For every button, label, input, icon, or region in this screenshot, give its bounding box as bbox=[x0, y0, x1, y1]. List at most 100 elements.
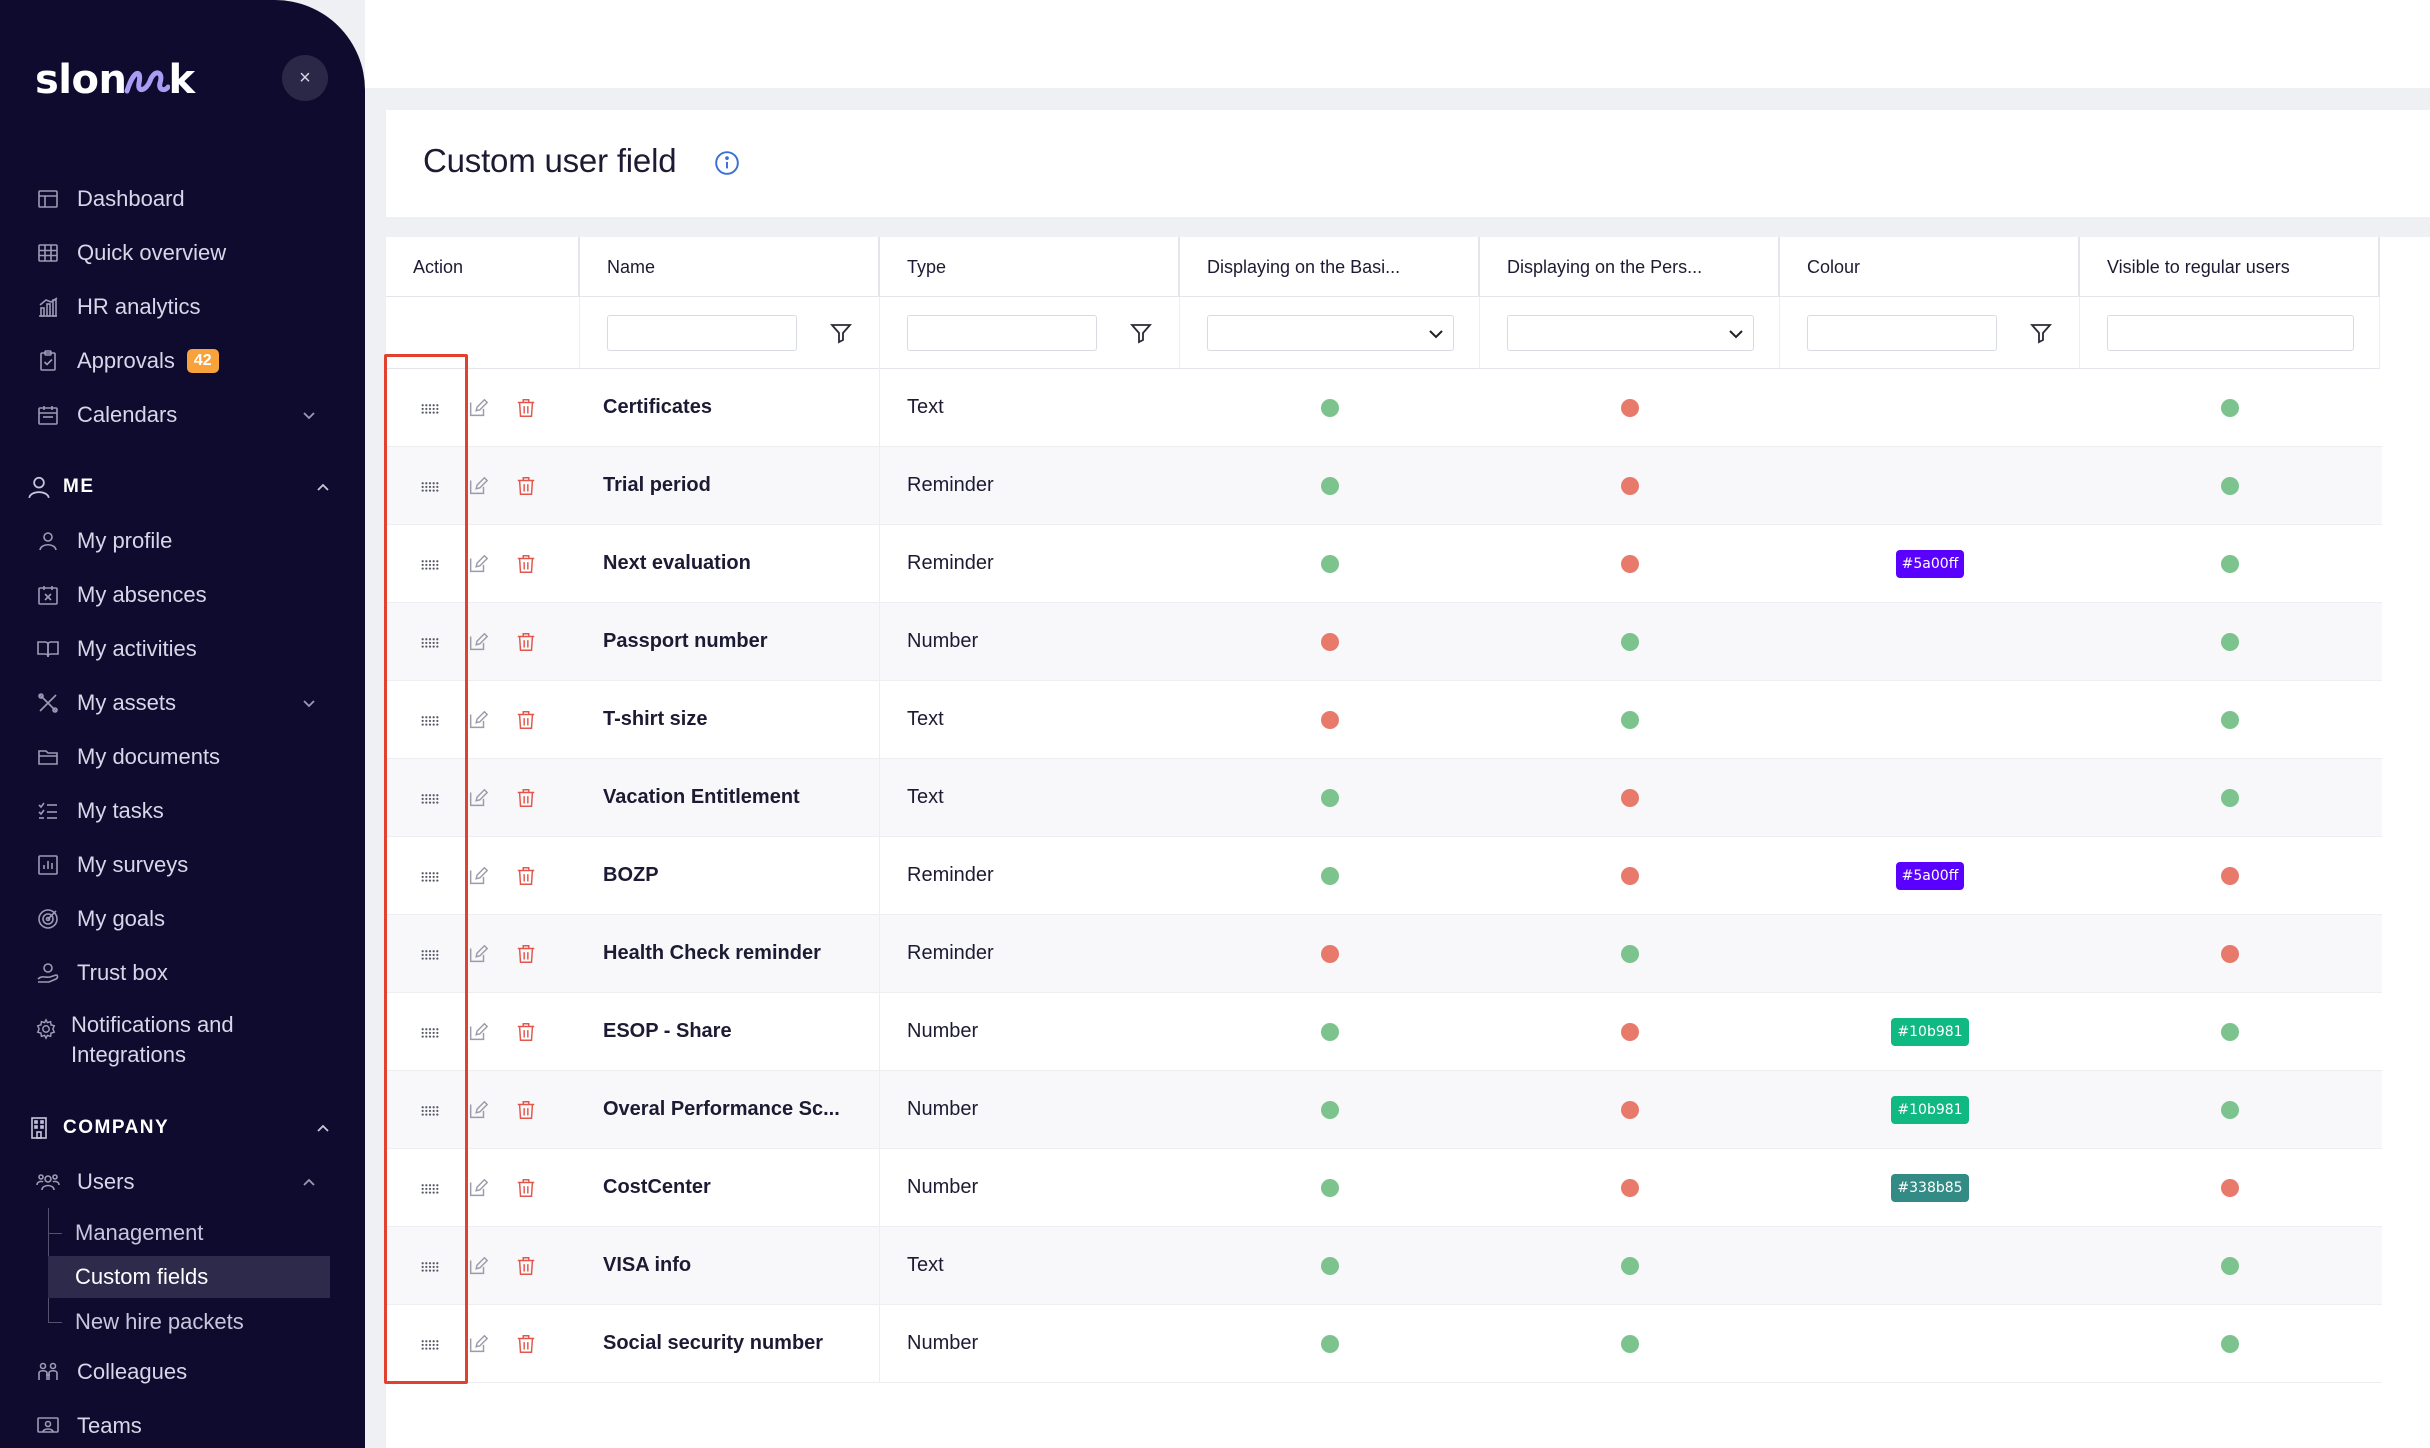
table-row[interactable]: Health Check reminder Reminder bbox=[386, 914, 2382, 993]
nav-approvals[interactable]: Approvals 42 bbox=[35, 341, 219, 381]
delete-icon[interactable] bbox=[514, 552, 538, 576]
close-sidebar-button[interactable]: × bbox=[282, 55, 328, 101]
edit-icon[interactable] bbox=[466, 708, 490, 732]
table-row[interactable]: Overal Performance Sc... Number #10b981 bbox=[386, 1070, 2382, 1149]
delete-icon[interactable] bbox=[514, 1254, 538, 1278]
section-company[interactable]: COMPANY bbox=[25, 1110, 169, 1146]
nav-my-tasks[interactable]: My tasks bbox=[35, 791, 164, 831]
edit-icon[interactable] bbox=[466, 1254, 490, 1278]
type-filter-input[interactable] bbox=[907, 315, 1097, 351]
table-row[interactable]: Passport number Number bbox=[386, 602, 2382, 681]
col-header-action[interactable]: Action bbox=[386, 237, 580, 297]
table-row[interactable]: Vacation Entitlement Text bbox=[386, 758, 2382, 837]
table-row[interactable]: Certificates Text bbox=[386, 368, 2382, 447]
nav-my-surveys[interactable]: My surveys bbox=[35, 845, 188, 885]
nav-notifications-integrations[interactable]: Notifications and Integrations bbox=[35, 1010, 234, 1080]
edit-icon[interactable] bbox=[466, 864, 490, 888]
nav-users[interactable]: Users bbox=[35, 1162, 134, 1202]
edit-icon[interactable] bbox=[466, 1332, 490, 1356]
col-header-basic[interactable]: Displaying on the Basi... bbox=[1180, 237, 1480, 297]
table-row[interactable]: BOZP Reminder #5a00ff bbox=[386, 836, 2382, 915]
table-row[interactable]: VISA info Text bbox=[386, 1226, 2382, 1305]
logo[interactable]: slon k bbox=[35, 52, 195, 108]
col-header-colour[interactable]: Colour bbox=[1780, 237, 2080, 297]
users-chevron-up-icon[interactable] bbox=[300, 1173, 318, 1191]
nav-hr-analytics[interactable]: HR analytics bbox=[35, 287, 200, 327]
delete-icon[interactable] bbox=[514, 630, 538, 654]
edit-icon[interactable] bbox=[466, 1098, 490, 1122]
section-me[interactable]: ME bbox=[25, 469, 95, 505]
table-row[interactable]: Social security number Number bbox=[386, 1304, 2382, 1383]
edit-icon[interactable] bbox=[466, 552, 490, 576]
drag-handle-icon[interactable] bbox=[418, 1176, 442, 1200]
edit-icon[interactable] bbox=[466, 942, 490, 966]
logo-text-start: slon bbox=[35, 57, 127, 103]
col-header-name[interactable]: Name bbox=[580, 237, 880, 297]
delete-icon[interactable] bbox=[514, 864, 538, 888]
edit-icon[interactable] bbox=[466, 1020, 490, 1044]
nav-quick-overview[interactable]: Quick overview bbox=[35, 233, 226, 273]
filter-icon[interactable] bbox=[829, 321, 853, 345]
table-row[interactable]: ESOP - Share Number #10b981 bbox=[386, 992, 2382, 1071]
nav-my-documents[interactable]: My documents bbox=[35, 737, 220, 777]
table-row[interactable]: Next evaluation Reminder #5a00ff bbox=[386, 524, 2382, 603]
delete-icon[interactable] bbox=[514, 942, 538, 966]
delete-icon[interactable] bbox=[514, 708, 538, 732]
drag-handle-icon[interactable] bbox=[418, 864, 442, 888]
me-chevron-up-icon[interactable] bbox=[314, 478, 332, 496]
table-row[interactable]: Trial period Reminder bbox=[386, 446, 2382, 525]
delete-icon[interactable] bbox=[514, 1020, 538, 1044]
sub-management[interactable]: Management bbox=[48, 1212, 330, 1254]
drag-handle-icon[interactable] bbox=[418, 474, 442, 498]
nav-my-profile[interactable]: My profile bbox=[35, 521, 172, 561]
nav-calendars[interactable]: Calendars bbox=[35, 395, 177, 435]
colour-filter-input[interactable] bbox=[1807, 315, 1997, 351]
nav-trust-box[interactable]: Trust box bbox=[35, 953, 168, 993]
drag-handle-icon[interactable] bbox=[418, 552, 442, 576]
assets-chevron-down-icon[interactable] bbox=[300, 694, 318, 712]
table-row[interactable]: CostCenter Number #338b85 bbox=[386, 1148, 2382, 1227]
drag-handle-icon[interactable] bbox=[418, 942, 442, 966]
info-icon[interactable] bbox=[714, 150, 740, 176]
delete-icon[interactable] bbox=[514, 1176, 538, 1200]
drag-handle-icon[interactable] bbox=[418, 786, 442, 810]
visible-filter-input[interactable] bbox=[2107, 315, 2354, 351]
nav-my-goals[interactable]: My goals bbox=[35, 899, 165, 939]
company-chevron-up-icon[interactable] bbox=[314, 1119, 332, 1137]
calendars-chevron-down-icon[interactable] bbox=[300, 406, 318, 424]
drag-handle-icon[interactable] bbox=[418, 396, 442, 420]
col-header-personal[interactable]: Displaying on the Pers... bbox=[1480, 237, 1780, 297]
basic-filter-select[interactable] bbox=[1207, 315, 1454, 351]
filter-icon[interactable] bbox=[1129, 321, 1153, 345]
delete-icon[interactable] bbox=[514, 786, 538, 810]
delete-icon[interactable] bbox=[514, 396, 538, 420]
sub-new-hire-packets[interactable]: New hire packets bbox=[48, 1301, 330, 1343]
sub-custom-fields[interactable]: Custom fields bbox=[48, 1256, 330, 1298]
drag-handle-icon[interactable] bbox=[418, 1098, 442, 1122]
drag-handle-icon[interactable] bbox=[418, 1254, 442, 1278]
nav-my-assets[interactable]: My assets bbox=[35, 683, 176, 723]
drag-handle-icon[interactable] bbox=[418, 1020, 442, 1044]
drag-handle-icon[interactable] bbox=[418, 1332, 442, 1356]
name-filter-input[interactable] bbox=[607, 315, 797, 351]
delete-icon[interactable] bbox=[514, 1098, 538, 1122]
filter-icon[interactable] bbox=[2029, 321, 2053, 345]
personal-filter-select[interactable] bbox=[1507, 315, 1754, 351]
drag-handle-icon[interactable] bbox=[418, 630, 442, 654]
edit-icon[interactable] bbox=[466, 630, 490, 654]
delete-icon[interactable] bbox=[514, 1332, 538, 1356]
edit-icon[interactable] bbox=[466, 474, 490, 498]
nav-colleagues[interactable]: Colleagues bbox=[35, 1352, 187, 1392]
edit-icon[interactable] bbox=[466, 786, 490, 810]
table-row[interactable]: T-shirt size Text bbox=[386, 680, 2382, 759]
nav-dashboard[interactable]: Dashboard bbox=[35, 179, 185, 219]
edit-icon[interactable] bbox=[466, 1176, 490, 1200]
nav-teams[interactable]: Teams bbox=[35, 1406, 142, 1446]
col-header-visible[interactable]: Visible to regular users bbox=[2080, 237, 2380, 297]
nav-my-absences[interactable]: My absences bbox=[35, 575, 207, 615]
nav-my-activities[interactable]: My activities bbox=[35, 629, 197, 669]
delete-icon[interactable] bbox=[514, 474, 538, 498]
col-header-type[interactable]: Type bbox=[880, 237, 1180, 297]
edit-icon[interactable] bbox=[466, 396, 490, 420]
drag-handle-icon[interactable] bbox=[418, 708, 442, 732]
